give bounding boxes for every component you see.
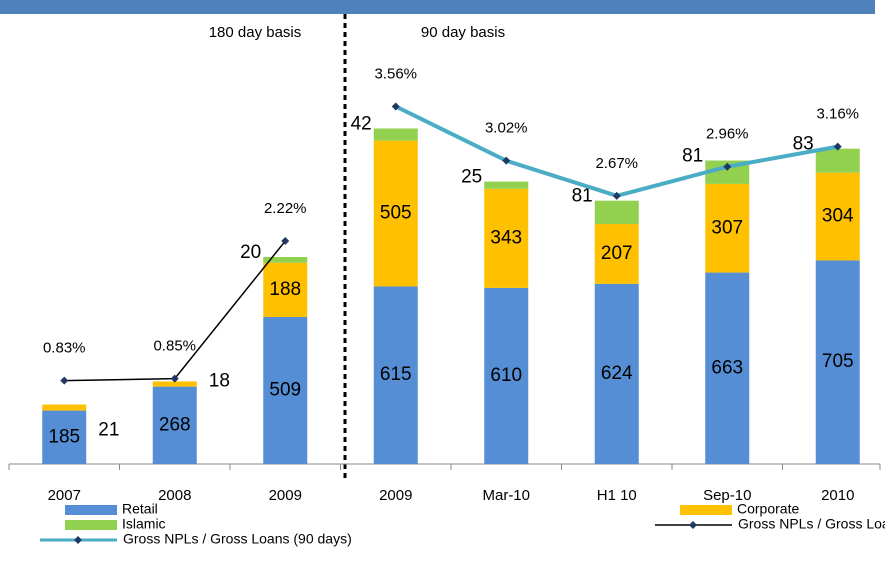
x-tick-label: H1 10 xyxy=(597,487,637,504)
data-label: 304 xyxy=(822,206,854,227)
bar-segment xyxy=(42,410,87,464)
line-marker xyxy=(281,237,290,246)
data-label: 2.22% xyxy=(264,200,307,217)
bar-segment xyxy=(484,181,529,189)
data-label: 21 xyxy=(98,420,119,441)
data-label: 2.67% xyxy=(595,155,638,172)
bar-segment xyxy=(594,283,639,464)
bar-segment xyxy=(594,224,639,284)
data-label: 615 xyxy=(380,364,412,385)
data-label: 25 xyxy=(461,167,482,188)
x-tick-label: 2007 xyxy=(48,487,81,504)
line-marker xyxy=(170,374,179,383)
data-label: 343 xyxy=(490,227,522,248)
bar-segment xyxy=(373,286,418,464)
data-label: 2.96% xyxy=(706,126,749,143)
x-tick-label: 2010 xyxy=(821,487,854,504)
data-label: 268 xyxy=(159,414,191,435)
line-marker xyxy=(833,142,842,151)
data-label: 0.85% xyxy=(153,338,196,355)
x-tick-label: 2009 xyxy=(269,487,302,504)
data-label: 705 xyxy=(822,351,854,372)
line-marker xyxy=(502,156,511,165)
data-label: 307 xyxy=(711,217,743,238)
bar-segment xyxy=(594,200,639,225)
x-tick-label: Sep-10 xyxy=(703,487,751,504)
data-label: 3.16% xyxy=(816,106,859,123)
line-marker xyxy=(612,191,621,200)
data-label: 20 xyxy=(240,242,261,263)
legend-swatch xyxy=(65,505,117,515)
header-band xyxy=(0,0,875,14)
x-tick-label: Mar-10 xyxy=(482,487,530,504)
legend-marker xyxy=(74,536,82,544)
data-label: 81 xyxy=(682,146,703,167)
bar-segment xyxy=(815,260,860,464)
legend-label: Retail xyxy=(122,501,158,517)
bar-segment xyxy=(42,404,87,411)
data-label: 624 xyxy=(601,363,633,384)
legend-swatch xyxy=(65,520,117,530)
bar-segment xyxy=(263,317,308,464)
bar-segment xyxy=(263,256,308,263)
x-tick-label: 2009 xyxy=(379,487,412,504)
legend-label: Gross NPLs / Gross Loans (180 days) xyxy=(738,516,885,532)
data-label: 18 xyxy=(209,370,230,391)
bar-segment xyxy=(373,140,418,287)
bar-segment xyxy=(705,183,750,273)
line-marker xyxy=(60,376,69,385)
annotation: 180 day basis xyxy=(209,24,302,41)
x-tick-label: 2008 xyxy=(158,487,191,504)
legend-marker xyxy=(689,521,697,529)
data-label: 3.02% xyxy=(485,120,528,137)
data-label: 610 xyxy=(490,365,522,386)
line-marker xyxy=(391,102,400,111)
legend-label: Gross NPLs / Gross Loans (90 days) xyxy=(123,531,352,547)
data-label: 83 xyxy=(793,134,814,155)
data-label: 663 xyxy=(711,357,743,378)
data-label: 185 xyxy=(48,426,80,447)
data-label: 509 xyxy=(269,380,301,401)
legend-label: Corporate xyxy=(737,501,799,517)
annotation: 90 day basis xyxy=(421,24,505,41)
data-label: 3.56% xyxy=(374,65,417,82)
legend-label: Islamic xyxy=(122,516,166,532)
bar-segment xyxy=(152,381,197,387)
bar-segment xyxy=(815,148,860,173)
data-label: 207 xyxy=(601,243,633,264)
line-marker xyxy=(723,162,732,171)
bar-segment xyxy=(815,172,860,261)
data-label: 42 xyxy=(351,113,372,134)
bar-segment xyxy=(152,386,197,464)
bar-segment xyxy=(705,272,750,464)
data-label: 188 xyxy=(269,279,301,300)
data-label: 81 xyxy=(572,186,593,207)
bar-segment xyxy=(373,128,418,141)
bar-segment xyxy=(484,188,529,288)
data-label: 0.83% xyxy=(43,340,86,357)
legend-swatch xyxy=(680,505,732,515)
bar-segment xyxy=(484,287,529,464)
data-label: 505 xyxy=(380,203,412,224)
bar-segment xyxy=(263,262,308,318)
